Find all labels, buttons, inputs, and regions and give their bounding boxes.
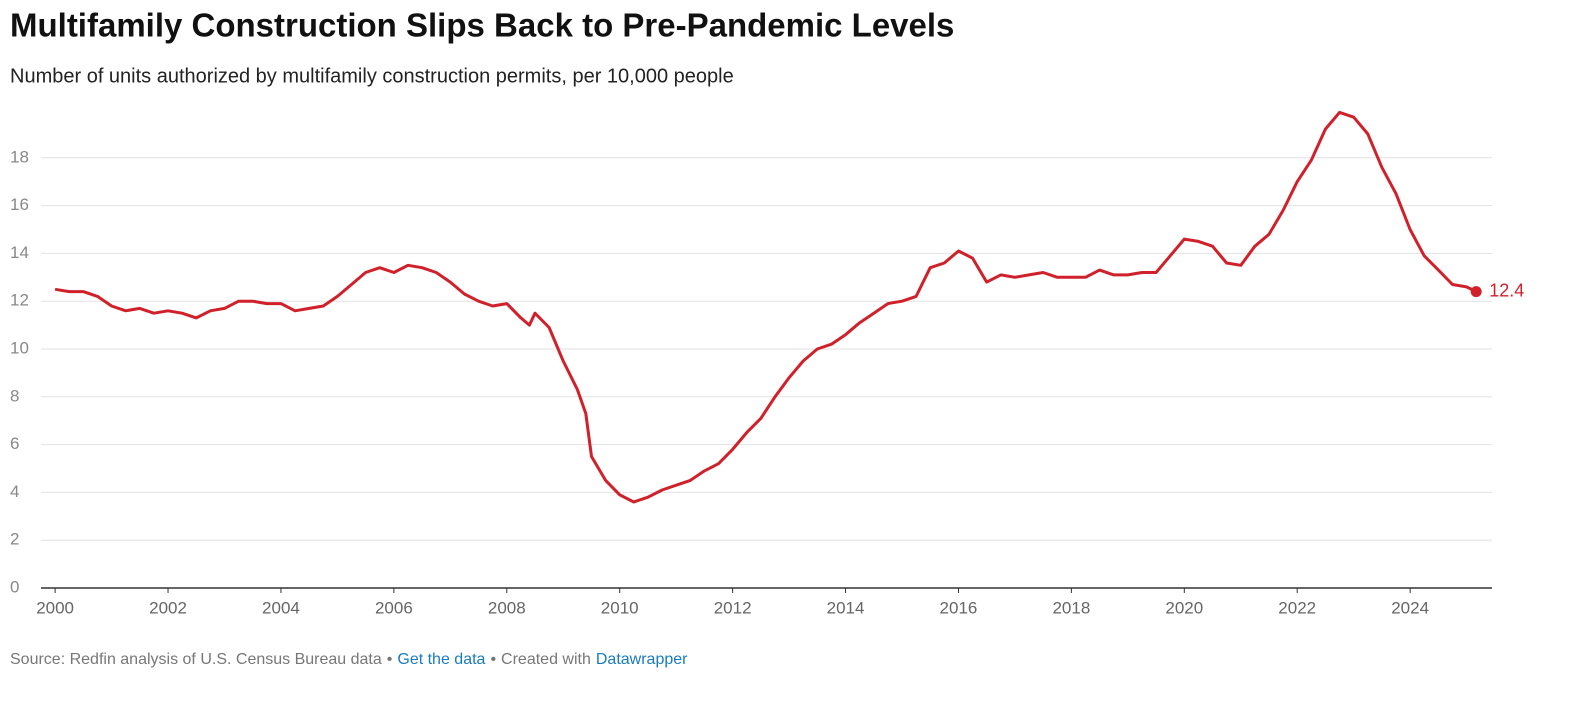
x-tick-label: 2024 <box>1391 598 1429 617</box>
footer-text: • <box>490 651 497 668</box>
line <box>54 110 1477 504</box>
x-tick-label: 2006 <box>375 598 413 617</box>
y-tick-label: 0 <box>10 577 19 596</box>
y-tick-label: 10 <box>10 338 29 357</box>
y-tick-label: 2 <box>10 530 19 549</box>
x-tick-label: 2002 <box>149 598 187 617</box>
y-tick-label: 18 <box>10 147 29 166</box>
footer-link[interactable]: Get the data <box>397 651 486 668</box>
footer-text: • <box>386 651 393 668</box>
footer-text: Created with <box>501 651 591 668</box>
x-tick-label: 2004 <box>262 598 300 617</box>
chart-title: Multifamily Construction Slips Back to P… <box>10 7 954 44</box>
value-label: 12.4 <box>1489 280 1524 300</box>
end-point <box>1470 286 1482 298</box>
chart-subtitle: Number of units authorized by multifamil… <box>10 65 734 87</box>
chart: Multifamily Construction Slips Back to P… <box>10 7 1524 618</box>
y-tick-label: 12 <box>10 291 29 310</box>
x-tick-label: 2008 <box>488 598 526 617</box>
y-tick-label: 8 <box>10 386 19 405</box>
x-tick-label: 2000 <box>36 598 74 617</box>
y-tick-label: 6 <box>10 434 19 453</box>
footer-link[interactable]: Datawrapper <box>595 651 688 668</box>
footer: Source: Redfin analysis of U.S. Census B… <box>10 651 692 669</box>
x-tick-label: 2014 <box>827 598 865 617</box>
y-tick-label: 16 <box>10 195 29 214</box>
x-tick-label: 2020 <box>1165 598 1203 617</box>
x-tick-label: 2016 <box>940 598 978 617</box>
x-tick-label: 2018 <box>1052 598 1090 617</box>
x-tick-label: 2010 <box>601 598 639 617</box>
y-tick-label: 4 <box>10 482 19 501</box>
x-tick-label: 2022 <box>1278 598 1316 617</box>
x-tick-label: 2012 <box>714 598 752 617</box>
y-tick-label: 14 <box>10 243 29 262</box>
footer-text: Source: Redfin analysis of U.S. Census B… <box>10 651 382 668</box>
